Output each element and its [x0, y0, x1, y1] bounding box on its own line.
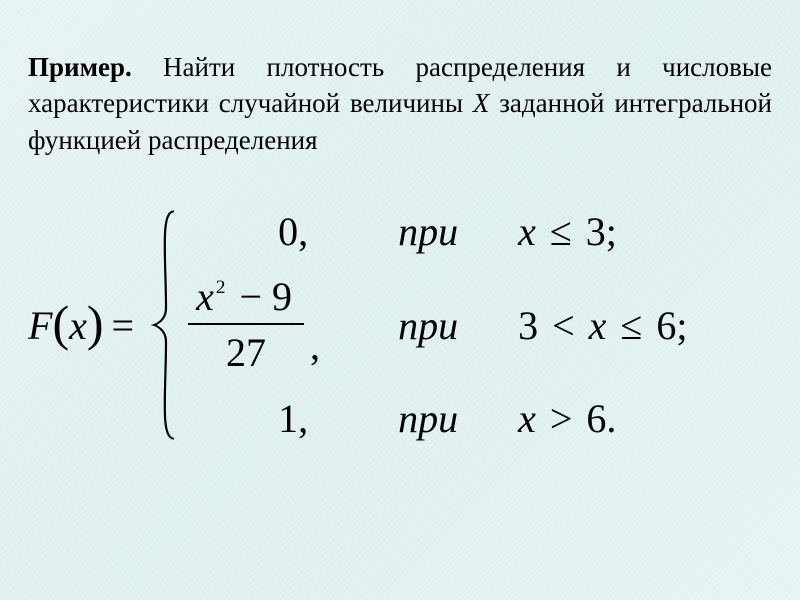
- lhs-Fx: F ( x ) =: [28, 296, 140, 354]
- problem-statement: Пример. Найти плотность распределения и …: [28, 49, 772, 158]
- case2-pri: при: [398, 302, 518, 349]
- equals-sign: =: [112, 302, 135, 349]
- example-label: Пример.: [28, 52, 132, 82]
- formula: F ( x ) = 0, при x ≤ 3;: [28, 208, 772, 442]
- case3-pri: при: [398, 395, 518, 442]
- case3-value: 1,: [278, 396, 308, 441]
- frac-num-exp: 2: [216, 277, 226, 298]
- case1-pri: при: [398, 208, 518, 255]
- frac-den: 27: [218, 325, 274, 373]
- slide-content: Пример. Найти плотность распределения и …: [0, 0, 800, 442]
- left-brace: [150, 208, 180, 442]
- variable-X: X: [473, 88, 490, 118]
- lhs-F: F: [28, 302, 52, 349]
- case1-expr: 0,: [188, 208, 398, 255]
- lparen: (: [52, 294, 69, 352]
- case1-value: 0,: [278, 209, 308, 254]
- case3-expr: 1,: [188, 395, 398, 442]
- frac-num-rest: − 9: [229, 274, 292, 319]
- case3-cond: x > 6.: [518, 395, 687, 442]
- case2-expr: x2 − 9 27 ,: [188, 277, 398, 373]
- case1-cond: x ≤ 3;: [518, 208, 687, 255]
- case2-comma: ,: [310, 322, 320, 369]
- rparen: ): [87, 294, 104, 352]
- fraction: x2 − 9 27: [188, 277, 304, 373]
- lhs-x: x: [69, 302, 87, 349]
- frac-num-x: x: [196, 274, 214, 319]
- case2-cond: 3 < x ≤ 6;: [518, 302, 687, 349]
- cases-grid: 0, при x ≤ 3; x2 − 9 27 , при: [188, 208, 687, 442]
